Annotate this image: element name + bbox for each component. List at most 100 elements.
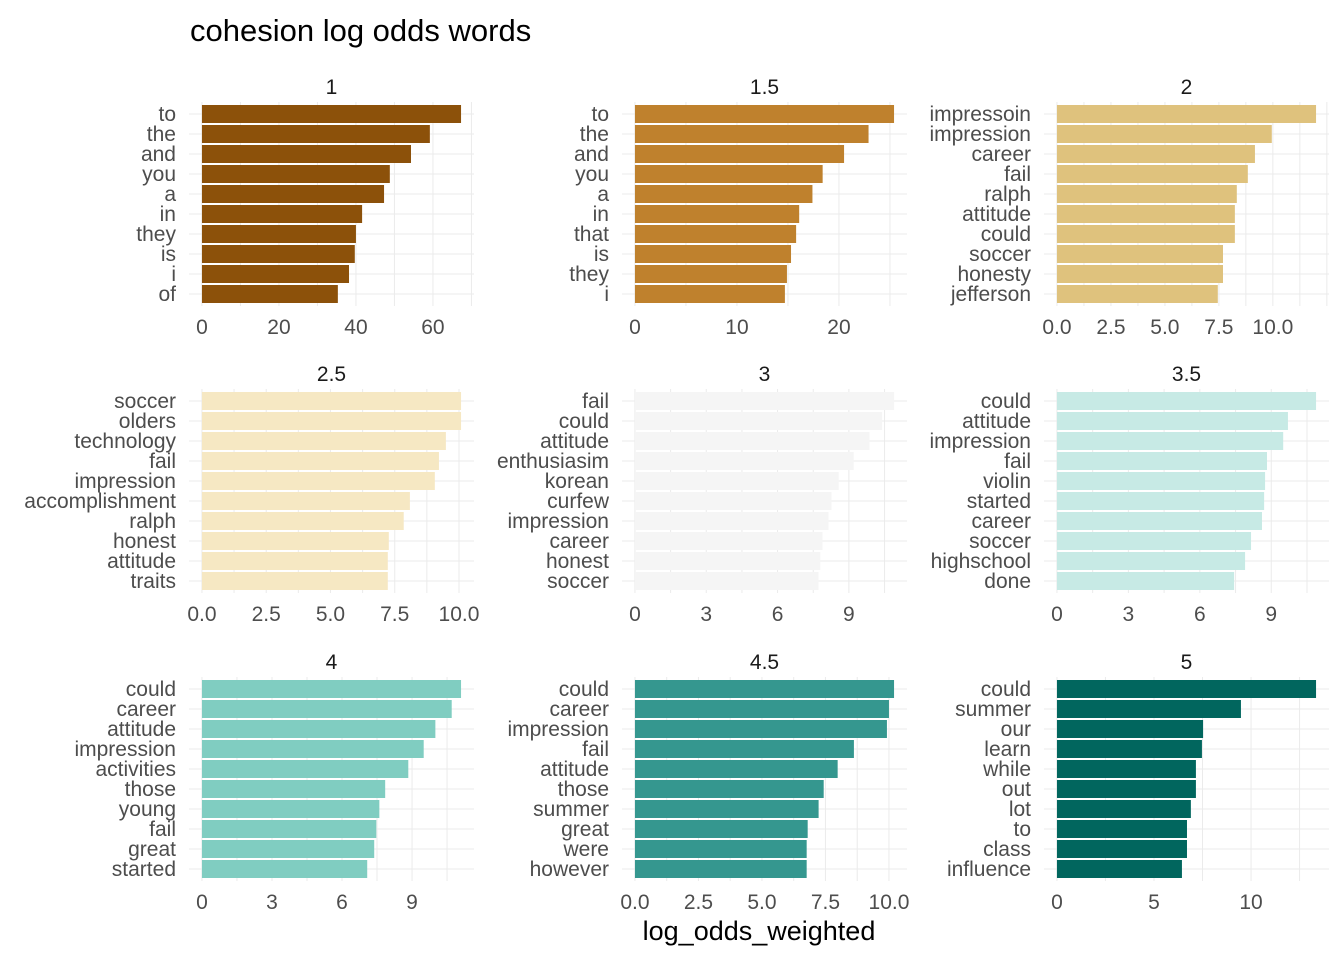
category-label: they (136, 223, 176, 246)
category-label: a (164, 183, 176, 206)
category-label: attitude (107, 550, 176, 573)
bar-career (634, 532, 823, 550)
bar-in (634, 205, 800, 223)
facet-strip-label: 2.5 (317, 363, 346, 386)
category-label: to (158, 103, 176, 126)
category-label: attitude (540, 430, 609, 453)
category-label: traits (130, 570, 176, 593)
category-label: honest (546, 550, 609, 573)
category-label: you (142, 163, 176, 186)
category-label: i (604, 283, 609, 306)
category-label: is (161, 243, 176, 266)
bar-impression (1056, 125, 1272, 143)
x-tick-label: 0 (196, 891, 208, 914)
bar-influence (1056, 860, 1182, 878)
bar-impressoin (1056, 105, 1317, 123)
bar-impression (1056, 432, 1284, 450)
bar-class (1056, 840, 1187, 858)
category-label: class (983, 838, 1031, 861)
category-label: were (562, 838, 609, 861)
category-label: soccer (547, 570, 609, 593)
x-tick-label: 0 (629, 603, 641, 626)
bar-attitude (1056, 205, 1235, 223)
bar-highschool (1056, 552, 1246, 570)
category-label: career (549, 698, 609, 721)
category-label: of (158, 283, 176, 306)
bar-accomplishment (201, 492, 410, 510)
category-label: summer (955, 698, 1031, 721)
bar-could (1056, 680, 1317, 698)
category-label: career (971, 510, 1031, 533)
category-label: soccer (114, 390, 176, 413)
category-label: attitude (540, 758, 609, 781)
bar-is (634, 245, 792, 263)
category-label: could (559, 410, 609, 433)
x-tick-label: 0 (1051, 603, 1063, 626)
x-tick-label: 10 (725, 316, 748, 339)
bar-could (634, 412, 883, 430)
x-tick-label: 0.0 (1042, 316, 1071, 339)
category-label: impression (74, 738, 176, 761)
category-label: started (112, 858, 176, 881)
facet-strip-label: 4 (326, 651, 338, 674)
x-tick-label: 9 (406, 891, 418, 914)
bar-were (634, 840, 807, 858)
category-label: while (982, 758, 1031, 781)
bar-the (201, 125, 430, 143)
bar-is (201, 245, 355, 263)
x-tick-label: 5.0 (316, 603, 345, 626)
category-label: however (530, 858, 609, 881)
bar-young (201, 800, 380, 818)
category-label: great (561, 818, 609, 841)
bar-out (1056, 780, 1196, 798)
bar-ralph (201, 512, 404, 530)
bar-those (634, 780, 824, 798)
category-label: fail (1004, 163, 1031, 186)
bar-and (634, 145, 845, 163)
category-label: curfew (547, 490, 610, 513)
category-label: technology (74, 430, 176, 453)
category-label: and (141, 143, 176, 166)
bar-could (1056, 225, 1235, 243)
facet-panel-2: impressoinimpressioncareerfailralphattit… (929, 76, 1329, 339)
x-tick-label: 7.5 (380, 603, 409, 626)
category-label: is (594, 243, 609, 266)
category-label: could (126, 678, 176, 701)
category-label: those (558, 778, 609, 801)
bar-a (201, 185, 385, 203)
x-tick-label: 3 (700, 603, 712, 626)
category-label: could (981, 678, 1031, 701)
category-label: summer (533, 798, 609, 821)
category-label: could (981, 223, 1031, 246)
category-label: and (574, 143, 609, 166)
bar-while (1056, 760, 1196, 778)
bar-korean (634, 472, 839, 490)
bar-fail (634, 392, 895, 410)
facet-panel-5: couldsummerourlearnwhileoutlottoclassinf… (947, 651, 1329, 914)
facet-strip-label: 4.5 (750, 651, 779, 674)
bar-olders (201, 412, 462, 430)
category-label: fail (582, 390, 609, 413)
category-label: fail (1004, 450, 1031, 473)
x-tick-label: 3 (1123, 603, 1135, 626)
x-tick-label: 2.5 (684, 891, 713, 914)
category-label: fail (149, 818, 176, 841)
x-tick-label: 60 (421, 316, 444, 339)
category-label: activities (95, 758, 176, 781)
x-tick-label: 3 (266, 891, 278, 914)
category-label: jefferson (950, 283, 1031, 306)
category-label: impression (507, 510, 609, 533)
bar-summer (1056, 700, 1241, 718)
category-label: young (119, 798, 176, 821)
category-label: started (967, 490, 1031, 513)
bar-could (201, 680, 462, 698)
bar-soccer (1056, 245, 1223, 263)
bar-technology (201, 432, 446, 450)
category-label: impression (929, 430, 1031, 453)
bar-could (1056, 392, 1317, 410)
x-tick-label: 2.5 (1096, 316, 1125, 339)
facet-panel-2.5: soccerolderstechnologyfailimpressionacco… (24, 363, 479, 626)
facet-strip-label: 3 (759, 363, 771, 386)
x-tick-label: 0 (1051, 891, 1063, 914)
